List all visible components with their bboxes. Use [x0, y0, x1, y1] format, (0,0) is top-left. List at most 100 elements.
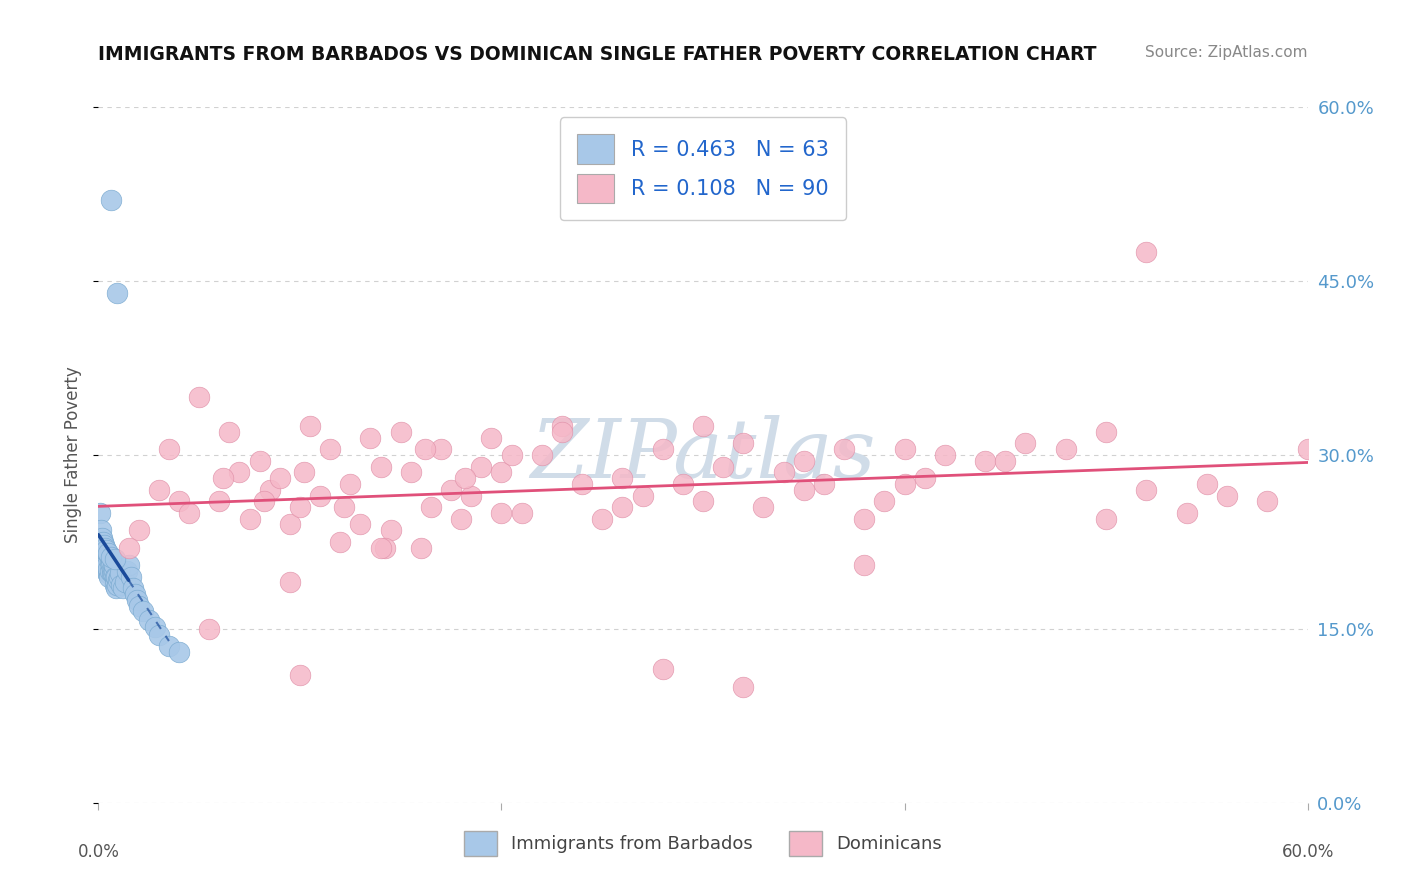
Point: [90, 523, 112, 537]
Point: [212, 471, 235, 485]
Point: [1256, 494, 1278, 508]
Point: [853, 558, 876, 573]
Point: [100, 566, 122, 581]
Point: [249, 453, 271, 467]
Point: [94, 558, 117, 573]
Point: [481, 430, 503, 444]
Point: [409, 541, 432, 555]
Point: [94, 561, 117, 575]
Point: [793, 453, 815, 467]
Point: [380, 523, 402, 537]
Point: [105, 582, 128, 596]
Point: [96, 543, 118, 558]
Point: [104, 578, 127, 592]
Text: IMMIGRANTS FROM BARBADOS VS DOMINICAN SINGLE FATHER POVERTY CORRELATION CHART: IMMIGRANTS FROM BARBADOS VS DOMINICAN SI…: [98, 45, 1097, 63]
Text: 60.0%: 60.0%: [1281, 844, 1334, 862]
Point: [93, 546, 115, 561]
Point: [89, 541, 111, 555]
Point: [103, 564, 125, 578]
Point: [118, 558, 141, 573]
Point: [179, 506, 201, 520]
Point: [93, 552, 115, 566]
Point: [128, 599, 150, 613]
Point: [93, 549, 115, 564]
Point: [124, 587, 146, 601]
Point: [934, 448, 956, 462]
Point: [420, 500, 443, 514]
Point: [491, 466, 513, 480]
Point: [98, 555, 121, 569]
Point: [309, 489, 332, 503]
Point: [571, 476, 593, 491]
Point: [349, 517, 371, 532]
Point: [333, 500, 356, 514]
Point: [360, 430, 382, 444]
Point: [91, 541, 114, 555]
Point: [143, 619, 166, 633]
Y-axis label: Single Father Poverty: Single Father Poverty: [65, 367, 83, 543]
Point: [101, 561, 124, 575]
Point: [218, 425, 240, 439]
Point: [319, 442, 342, 456]
Point: [292, 466, 315, 480]
Point: [100, 552, 122, 566]
Point: [651, 662, 673, 677]
Point: [115, 564, 138, 578]
Point: [813, 476, 835, 491]
Point: [893, 442, 915, 456]
Point: [399, 466, 422, 480]
Text: Source: ZipAtlas.com: Source: ZipAtlas.com: [1144, 45, 1308, 60]
Point: [93, 534, 115, 549]
Point: [278, 517, 301, 532]
Point: [90, 534, 112, 549]
Point: [97, 570, 120, 584]
Point: [97, 561, 120, 575]
Point: [551, 425, 574, 439]
Point: [157, 639, 180, 653]
Point: [339, 476, 361, 491]
Point: [208, 494, 231, 508]
Point: [132, 605, 155, 619]
Point: [974, 453, 997, 467]
Point: [110, 578, 132, 592]
Point: [1296, 442, 1319, 456]
Point: [97, 546, 120, 561]
Point: [138, 613, 160, 627]
Point: [107, 573, 129, 587]
Point: [994, 453, 1017, 467]
Point: [651, 442, 673, 456]
Point: [118, 541, 141, 555]
Point: [329, 534, 352, 549]
Point: [253, 494, 276, 508]
Point: [93, 538, 115, 552]
Point: [914, 471, 936, 485]
Point: [96, 558, 118, 573]
Point: [121, 582, 143, 596]
Point: [1095, 425, 1118, 439]
Point: [470, 459, 492, 474]
Point: [551, 418, 574, 433]
Point: [89, 506, 111, 520]
Point: [94, 555, 117, 569]
Point: [111, 582, 134, 596]
Point: [157, 442, 180, 456]
Point: [440, 483, 463, 497]
Point: [853, 511, 876, 525]
Point: [692, 418, 714, 433]
Point: [94, 541, 117, 555]
Point: [105, 578, 128, 592]
Point: [103, 558, 125, 573]
Point: [259, 483, 281, 497]
Point: [91, 543, 114, 558]
Text: ZIPatlas: ZIPatlas: [530, 415, 876, 495]
Point: [1175, 506, 1198, 520]
Point: [530, 448, 553, 462]
Point: [413, 442, 436, 456]
Point: [108, 566, 131, 581]
Point: [612, 500, 634, 514]
Point: [631, 489, 654, 503]
Point: [370, 541, 392, 555]
Point: [107, 570, 129, 584]
Point: [1135, 483, 1157, 497]
Point: [1014, 436, 1036, 450]
